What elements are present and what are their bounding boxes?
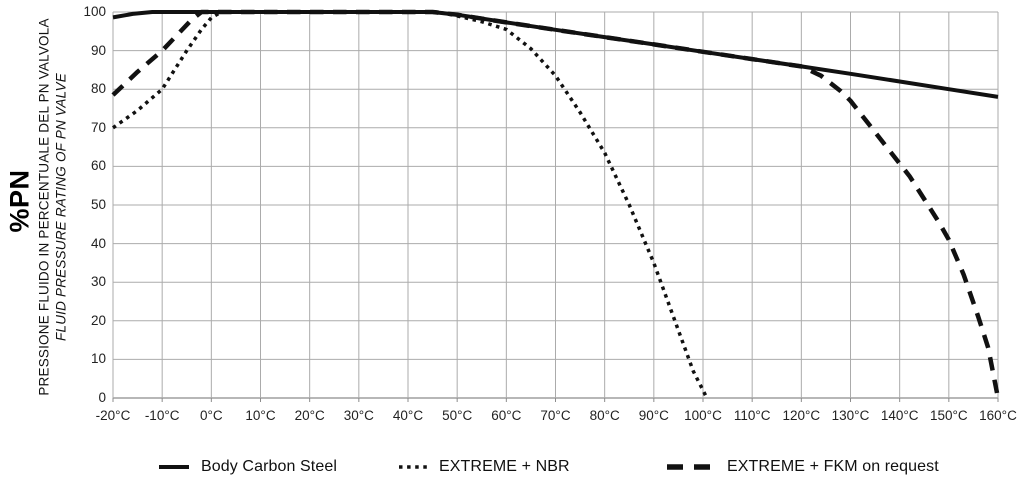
legend-item-extreme-fkm-on-request: EXTREME + FKM on request xyxy=(666,452,939,482)
x-tick-label: 0°C xyxy=(200,408,223,423)
x-tick-label: 160°C xyxy=(979,408,1017,423)
legend-item-body-carbon-steel: Body Carbon Steel xyxy=(158,452,337,482)
x-tick-label: 110°C xyxy=(733,408,771,423)
x-tick-label: 140°C xyxy=(880,408,919,423)
series-line-extreme-fkm-on-request xyxy=(111,9,1001,399)
x-tick-label: -10°C xyxy=(144,408,180,423)
chart-legend: Body Carbon Steel EXTREME + NBR EXTREME + … xyxy=(0,452,1024,482)
y-tick-label: 30 xyxy=(90,274,106,290)
y-tick-label: 70 xyxy=(90,119,106,135)
y-tick-label: 40 xyxy=(90,235,106,251)
x-tick-label: -20°C xyxy=(95,408,131,423)
y-axis-title: %PN xyxy=(4,169,35,233)
x-tick-label: 90°C xyxy=(638,408,669,423)
y-tick-label: 20 xyxy=(90,312,106,328)
legend-swatch-dashed-line-icon xyxy=(667,464,715,470)
y-axis-label-italian: PRESSIONE FLUIDO IN PERCENTUALE DEL PN V… xyxy=(36,18,52,396)
y-tick-label: 10 xyxy=(90,351,106,367)
x-tick-label: 130°C xyxy=(831,408,870,423)
y-tick-label: 80 xyxy=(90,81,106,97)
legend-label: EXTREME + FKM on request xyxy=(727,458,939,475)
x-tick-label: 30°C xyxy=(343,408,374,423)
x-tick-label: 10°C xyxy=(245,408,276,423)
y-axis-label-english: FLUID PRESSURE RATING OF PN VALVE xyxy=(53,73,69,341)
x-tick-label: 100°C xyxy=(684,408,722,423)
x-tick-label: 150°C xyxy=(929,408,968,423)
y-tick-label: 100 xyxy=(83,4,106,19)
x-tick-label: 120°C xyxy=(782,408,821,423)
series-line-extreme-nbr xyxy=(111,10,709,399)
x-tick-label: 40°C xyxy=(392,408,424,423)
plot-area xyxy=(111,9,1001,402)
x-tick-label: 50°C xyxy=(442,408,473,423)
legend-swatch-dotted-line-icon xyxy=(399,465,427,469)
x-tick-label: 80°C xyxy=(589,408,620,423)
x-tick-label: 70°C xyxy=(540,408,571,423)
y-tick-label: 50 xyxy=(90,197,106,212)
y-tick-label: 0 xyxy=(98,390,106,405)
legend-item-extreme-nbr: EXTREME + NBR xyxy=(398,452,570,482)
legend-swatch-solid-line-icon xyxy=(159,465,189,469)
y-tick-label: 60 xyxy=(90,158,106,174)
legend-label: EXTREME + NBR xyxy=(439,458,570,475)
x-tick-label: 60°C xyxy=(491,408,522,423)
legend-label: Body Carbon Steel xyxy=(201,458,338,475)
x-tick-label: 20°C xyxy=(294,408,325,423)
y-tick-label: 90 xyxy=(90,42,106,58)
